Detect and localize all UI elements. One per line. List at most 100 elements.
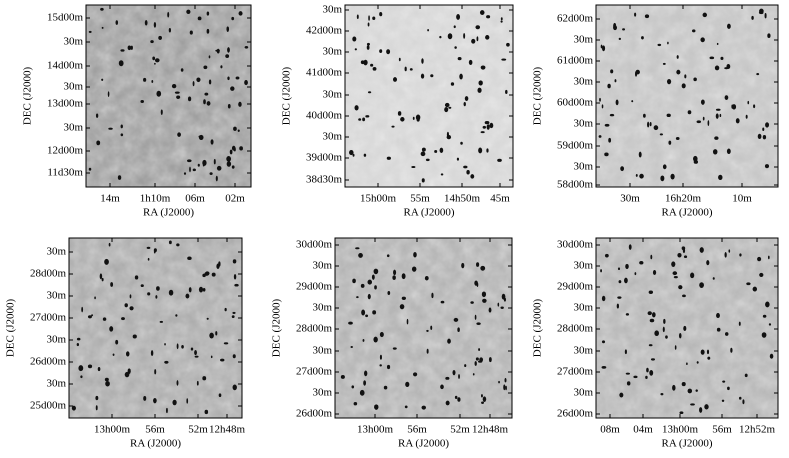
source <box>104 258 109 265</box>
source <box>674 345 677 350</box>
source <box>764 164 770 169</box>
x-tick-label: 1h10m <box>140 193 171 205</box>
source <box>671 261 676 267</box>
source <box>475 25 481 30</box>
y-tick-label: 30m <box>46 290 66 302</box>
source <box>700 37 705 43</box>
y-tick-label: 40d00m <box>306 110 343 122</box>
x-axis-label: RA (J2000) <box>143 207 194 219</box>
source <box>95 395 99 401</box>
source <box>687 388 693 394</box>
source <box>203 99 206 105</box>
source <box>386 49 391 55</box>
source <box>108 242 111 247</box>
source <box>230 86 235 91</box>
x-tick-label: 02m <box>225 193 245 205</box>
source <box>401 273 406 280</box>
source <box>665 335 668 339</box>
source <box>625 313 630 316</box>
source <box>690 403 695 406</box>
source <box>481 401 484 404</box>
y-tick-label: 29d00m <box>296 281 333 293</box>
source <box>152 56 156 61</box>
source <box>463 102 466 107</box>
x-axis-label: RA (J2000) <box>403 207 454 219</box>
source <box>446 131 449 138</box>
source <box>155 295 158 299</box>
source <box>620 166 625 172</box>
source <box>454 46 457 49</box>
source <box>411 166 416 169</box>
source <box>452 370 456 376</box>
source <box>730 347 733 353</box>
source <box>192 81 195 87</box>
source <box>625 263 629 270</box>
source <box>105 380 110 387</box>
source <box>500 306 504 309</box>
source <box>601 340 606 344</box>
source <box>398 57 401 62</box>
source <box>206 317 209 320</box>
source <box>484 120 490 125</box>
source <box>176 243 180 247</box>
source <box>454 395 458 399</box>
y-tick-label: 41d00m <box>306 67 343 79</box>
source <box>404 405 408 409</box>
source <box>208 79 212 85</box>
y-tick-label: 11d30m <box>47 167 83 179</box>
source <box>412 372 418 377</box>
source <box>696 120 702 124</box>
source <box>362 339 365 342</box>
source <box>187 256 192 261</box>
source <box>608 137 612 143</box>
y-tick-label: 28d00m <box>557 323 594 335</box>
source <box>676 55 679 59</box>
source <box>758 11 764 15</box>
source <box>168 240 172 245</box>
source <box>633 375 638 379</box>
source <box>456 13 461 20</box>
source <box>738 321 741 326</box>
source <box>501 293 506 300</box>
source <box>504 377 507 383</box>
source <box>204 272 210 276</box>
y-tick-label: 30m <box>312 260 332 272</box>
y-tick-label: 30d00m <box>296 239 333 251</box>
source <box>372 66 377 71</box>
x-axis-label: RA (J2000) <box>130 438 181 450</box>
y-tick-label: 30m <box>312 387 332 399</box>
source <box>618 280 622 284</box>
source <box>147 292 151 296</box>
source <box>204 409 209 415</box>
source <box>353 402 358 406</box>
source <box>604 123 610 127</box>
source <box>209 332 214 339</box>
source <box>109 326 114 332</box>
source <box>762 314 767 318</box>
source <box>427 29 430 32</box>
source <box>649 318 655 323</box>
source <box>233 274 237 280</box>
source <box>643 113 646 118</box>
x-axis-label: RA (J2000) <box>661 438 712 450</box>
source <box>206 11 210 16</box>
y-tick-label: 15d00m <box>47 12 84 24</box>
source <box>80 375 83 379</box>
x-tick-label: 55m <box>410 193 430 205</box>
source <box>739 253 742 257</box>
source <box>411 266 417 272</box>
source <box>666 78 672 85</box>
source <box>370 63 374 67</box>
source <box>485 35 490 40</box>
source <box>601 365 607 369</box>
source <box>197 163 200 167</box>
source <box>392 347 397 350</box>
panel: 30d00m 30m 29d00m 30m 28d00m 30m 27d00m 30m 26d0… <box>532 237 779 450</box>
y-tick-label: 30m <box>573 76 593 88</box>
source <box>662 326 665 333</box>
source <box>617 296 622 299</box>
source <box>476 282 479 287</box>
source <box>399 304 405 310</box>
source <box>657 43 662 47</box>
